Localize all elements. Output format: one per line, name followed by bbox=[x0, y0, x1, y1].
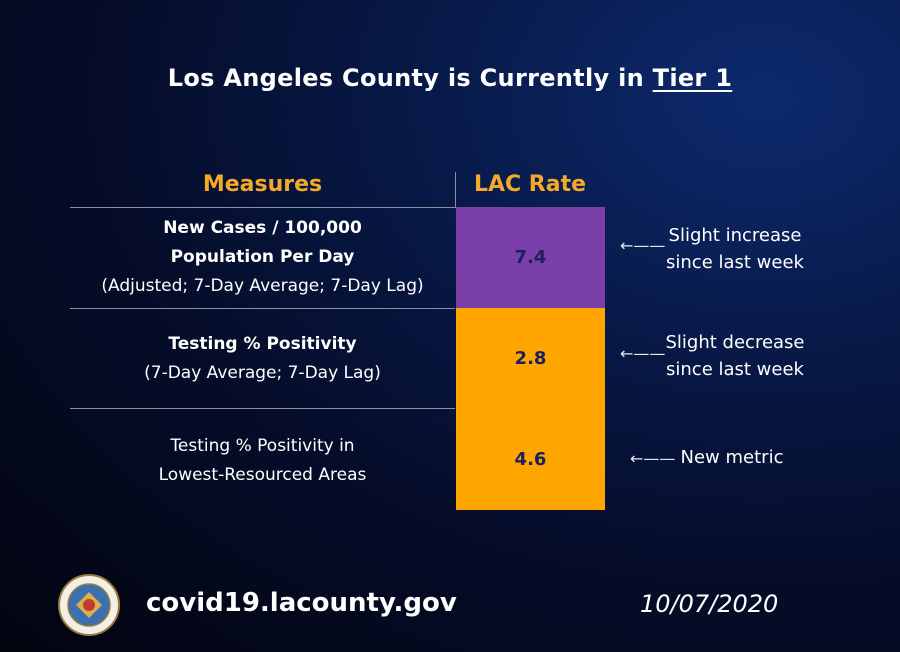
measure-testing-positivity: Testing % Positivity (7-Day Average; 7-D… bbox=[70, 330, 455, 388]
row-divider bbox=[70, 207, 455, 208]
left-arrow-icon: ←—— bbox=[620, 344, 666, 363]
measure-line: Population Per Day bbox=[170, 247, 355, 267]
rate-value: 4.6 bbox=[514, 448, 547, 470]
measure-line: New Cases / 100,000 bbox=[163, 218, 362, 238]
measure-line: (7-Day Average; 7-Day Lag) bbox=[144, 363, 381, 383]
row-divider bbox=[70, 308, 455, 309]
header-lac-rate: LAC Rate bbox=[473, 172, 587, 197]
page-title: Los Angeles County is Currently in Tier … bbox=[0, 64, 900, 92]
note-line: since last week bbox=[666, 359, 804, 380]
title-tier: Tier 1 bbox=[652, 64, 733, 92]
measure-line: Lowest-Resourced Areas bbox=[158, 465, 367, 485]
note-lowest-resourced: New metric bbox=[672, 444, 792, 471]
website-link[interactable]: covid19.lacounty.gov bbox=[146, 588, 457, 618]
rate-cell-testing-positivity: 2.8 bbox=[456, 308, 605, 408]
header-measures: Measures bbox=[202, 172, 323, 197]
note-new-cases: Slight increase since last week bbox=[660, 222, 810, 276]
rate-cell-lowest-resourced: 4.6 bbox=[456, 408, 605, 510]
note-testing-positivity: Slight decrease since last week bbox=[656, 329, 814, 383]
rate-value: 7.4 bbox=[514, 247, 547, 268]
header-divider bbox=[455, 172, 456, 208]
rate-value: 2.8 bbox=[514, 347, 547, 369]
note-line: New metric bbox=[680, 447, 784, 468]
measure-line: Testing % Positivity bbox=[168, 334, 357, 354]
note-line: Slight decrease bbox=[665, 332, 805, 353]
left-arrow-icon: ←—— bbox=[620, 236, 666, 255]
measure-line: Testing % Positivity in bbox=[170, 436, 355, 456]
measure-lowest-resourced: Testing % Positivity in Lowest-Resourced… bbox=[70, 432, 455, 490]
row-divider bbox=[70, 408, 455, 409]
note-line: Slight increase bbox=[668, 225, 802, 246]
county-seal-icon bbox=[58, 574, 120, 636]
date-label: 10/07/2020 bbox=[640, 590, 779, 618]
left-arrow-icon: ←—— bbox=[630, 449, 676, 468]
title-prefix: Los Angeles County is Currently in bbox=[167, 64, 644, 92]
measure-new-cases: New Cases / 100,000 Population Per Day (… bbox=[70, 214, 455, 301]
rate-cell-new-cases: 7.4 bbox=[456, 207, 605, 308]
note-line: since last week bbox=[666, 252, 804, 273]
measure-line: (Adjusted; 7-Day Average; 7-Day Lag) bbox=[101, 276, 424, 296]
